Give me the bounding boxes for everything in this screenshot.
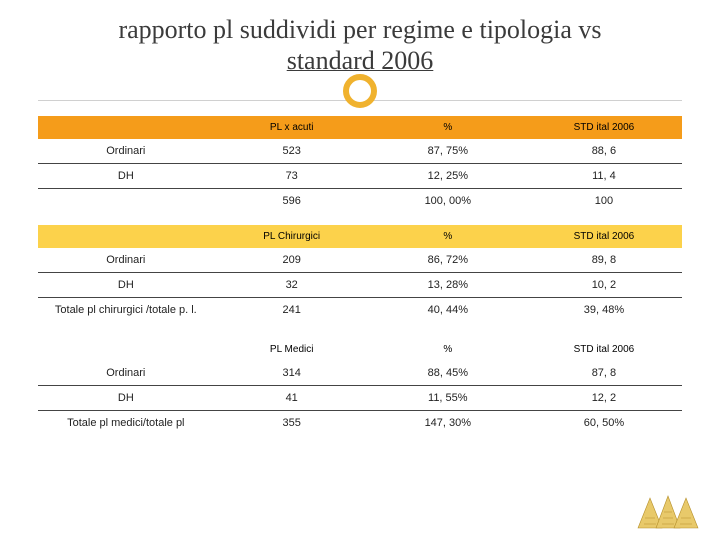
cell: 100, 00% — [370, 189, 526, 214]
column-header: PL x acuti — [214, 116, 370, 139]
cell: 355 — [214, 411, 370, 436]
slide-title: rapporto pl suddividi per regime e tipol… — [38, 14, 682, 76]
cell: 88, 45% — [370, 361, 526, 386]
cell: 87, 8 — [526, 361, 682, 386]
decoration-icon — [636, 492, 706, 530]
column-header: STD ital 2006 — [526, 338, 682, 361]
title-circle-icon — [343, 74, 377, 108]
cell: 314 — [214, 361, 370, 386]
section-header: PL x acuti%STD ital 2006 — [38, 116, 682, 139]
cell: 147, 30% — [370, 411, 526, 436]
cell: 596 — [214, 189, 370, 214]
section-spacer — [38, 213, 682, 225]
header-blank — [38, 225, 214, 248]
cell: 39, 48% — [526, 298, 682, 323]
cell: 209 — [214, 248, 370, 273]
title-line-1: rapporto pl suddividi per regime e tipol… — [118, 15, 601, 44]
table-row: Ordinari52387, 75%88, 6 — [38, 139, 682, 164]
row-label: Ordinari — [38, 248, 214, 273]
table-row: 596100, 00%100 — [38, 189, 682, 214]
row-label: DH — [38, 273, 214, 298]
section-header: PL Medici%STD ital 2006 — [38, 338, 682, 361]
cell: 88, 6 — [526, 139, 682, 164]
row-label: DH — [38, 386, 214, 411]
row-label: DH — [38, 164, 214, 189]
table-row: Ordinari20986, 72%89, 8 — [38, 248, 682, 273]
cell: 100 — [526, 189, 682, 214]
cell: 10, 2 — [526, 273, 682, 298]
row-label — [38, 189, 214, 214]
cell: 89, 8 — [526, 248, 682, 273]
section-spacer — [38, 322, 682, 338]
column-header: % — [370, 338, 526, 361]
title-line-2: standard 2006 — [287, 46, 434, 75]
table-row: Totale pl chirurgici /totale p. l.24140,… — [38, 298, 682, 323]
cell: 11, 55% — [370, 386, 526, 411]
cell: 32 — [214, 273, 370, 298]
cell: 40, 44% — [370, 298, 526, 323]
table-row: DH7312, 25%11, 4 — [38, 164, 682, 189]
cell: 86, 72% — [370, 248, 526, 273]
header-blank — [38, 338, 214, 361]
cell: 11, 4 — [526, 164, 682, 189]
cell: 12, 25% — [370, 164, 526, 189]
cell: 523 — [214, 139, 370, 164]
row-label: Ordinari — [38, 361, 214, 386]
cell: 60, 50% — [526, 411, 682, 436]
table-row: DH3213, 28%10, 2 — [38, 273, 682, 298]
column-header: PL Medici — [214, 338, 370, 361]
cell: 73 — [214, 164, 370, 189]
column-header: % — [370, 225, 526, 248]
header-blank — [38, 116, 214, 139]
column-header: PL Chirurgici — [214, 225, 370, 248]
slide: rapporto pl suddividi per regime e tipol… — [0, 0, 720, 540]
cell: 241 — [214, 298, 370, 323]
column-header: STD ital 2006 — [526, 116, 682, 139]
cell: 41 — [214, 386, 370, 411]
section-header: PL Chirurgici%STD ital 2006 — [38, 225, 682, 248]
table-row: Ordinari31488, 45%87, 8 — [38, 361, 682, 386]
row-label: Ordinari — [38, 139, 214, 164]
row-label: Totale pl chirurgici /totale p. l. — [38, 298, 214, 323]
table-row: DH4111, 55%12, 2 — [38, 386, 682, 411]
cell: 12, 2 — [526, 386, 682, 411]
table-row: Totale pl medici/totale pl355147, 30%60,… — [38, 411, 682, 436]
column-header: STD ital 2006 — [526, 225, 682, 248]
data-table: PL x acuti%STD ital 2006Ordinari52387, 7… — [38, 116, 682, 435]
cell: 13, 28% — [370, 273, 526, 298]
row-label: Totale pl medici/totale pl — [38, 411, 214, 436]
column-header: % — [370, 116, 526, 139]
cell: 87, 75% — [370, 139, 526, 164]
